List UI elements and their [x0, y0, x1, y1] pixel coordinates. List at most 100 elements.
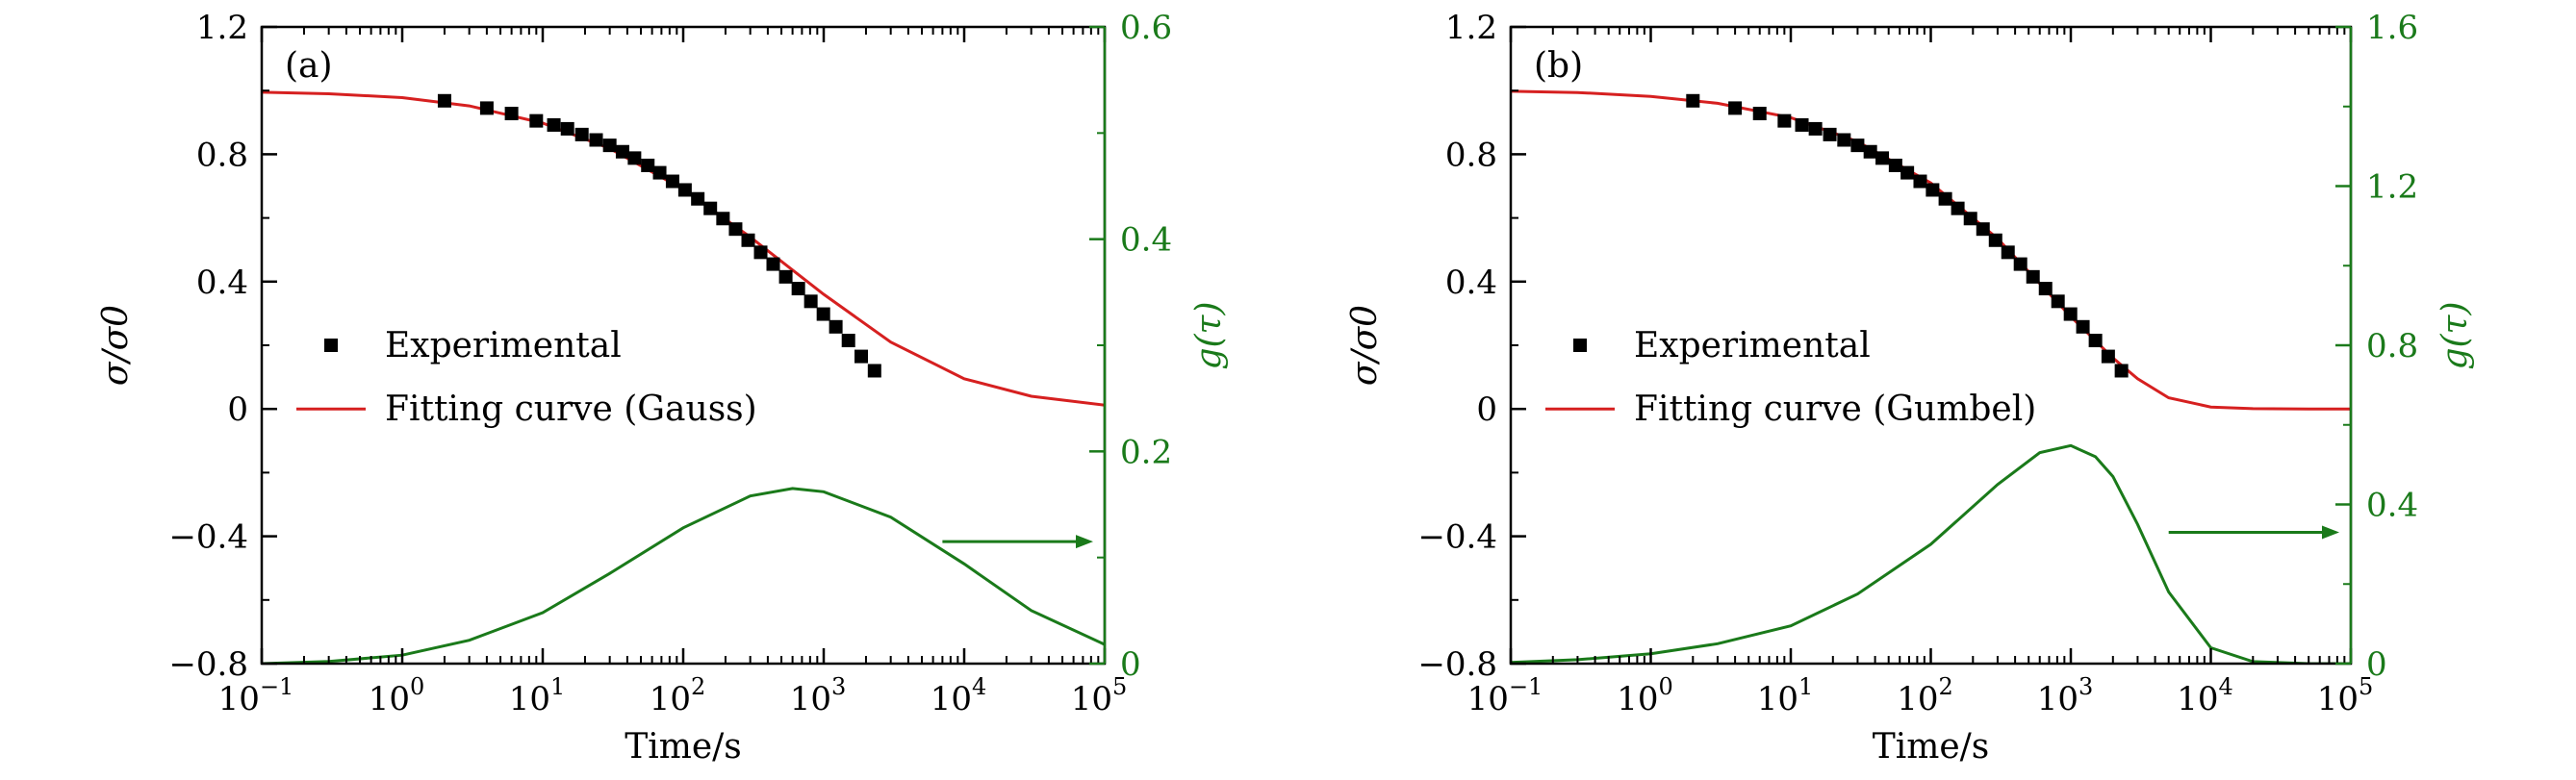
experimental-point [1951, 201, 1965, 215]
experimental-point [1777, 113, 1792, 128]
x-tick-label: 10−1 [218, 673, 294, 718]
experimental-point [1728, 101, 1743, 115]
y-axis-label: σ/σ0 [1345, 305, 1385, 386]
x-axis-label: Time/s [625, 727, 742, 767]
x-tick-label: 102 [1897, 673, 1953, 718]
x-axis-label: Time/s [1873, 727, 1990, 767]
experimental-point [691, 191, 705, 206]
experimental-point [1913, 174, 1927, 189]
experimental-point [2026, 269, 2040, 284]
experimental-point [547, 117, 561, 132]
x-tick-label: 104 [2177, 673, 2233, 718]
experimental-point [1926, 183, 1940, 197]
y-tick-label: −0.8 [1417, 645, 1497, 684]
experimental-point [803, 294, 818, 309]
experimental-point [1795, 117, 1809, 132]
y-tick-label: 0 [227, 390, 248, 429]
experimental-point [589, 133, 603, 147]
legend-label-fitting: Fitting curve (Gumbel) [1634, 390, 2036, 429]
experimental-point [741, 233, 755, 247]
experimental-point [2076, 319, 2090, 334]
experimental-point [437, 93, 451, 108]
experimental-point [867, 364, 881, 378]
experimental-point [703, 201, 718, 215]
y-tick-label: 0.8 [1445, 136, 1497, 174]
y-tick-label: −0.8 [168, 645, 248, 684]
y-tick-label: 0.4 [1445, 264, 1497, 302]
experimental-point [479, 101, 494, 115]
y-right-tick-label: 0 [2366, 645, 2387, 684]
y-tick-label: −0.4 [1417, 518, 1497, 557]
experimental-point [716, 212, 730, 226]
x-tick-label: 100 [369, 673, 425, 718]
y-axis-label: σ/σ0 [96, 305, 136, 386]
experimental-point [504, 107, 519, 121]
experimental-point [1837, 133, 1851, 147]
experimental-point [854, 349, 869, 364]
y-right-tick-label: 0.8 [2366, 327, 2418, 365]
experimental-point [1686, 93, 1700, 108]
experimental-point [1976, 222, 1990, 237]
experimental-point [778, 269, 793, 284]
arrow-head [1076, 535, 1093, 549]
experimental-point [2088, 334, 2103, 348]
experimental-point [728, 222, 743, 237]
experimental-point [2051, 294, 2065, 309]
experimental-point [1850, 138, 1865, 153]
x-tick-label: 101 [1757, 673, 1814, 718]
y-right-axis-label: g(τ) [1189, 301, 1229, 369]
arrow-head [2322, 525, 2339, 540]
y-tick-label: 1.2 [196, 9, 248, 47]
x-tick-label: 103 [790, 673, 847, 718]
x-tick-label: 10−1 [1467, 673, 1543, 718]
g-tau-curve [1511, 443, 2351, 664]
chart-panel-a: 10−1 100 101 102 103 104 105 −0.8 −0.4 0 0.4 0.8 1.2… [96, 9, 1229, 767]
y-right-axis-label: g(τ) [2436, 301, 2475, 369]
experimental-point [2063, 307, 2078, 321]
y-right-tick-label: 0.6 [1120, 9, 1172, 47]
experimental-point [677, 183, 692, 197]
y-tick-label: −0.4 [168, 518, 248, 557]
experimental-point [652, 165, 667, 180]
experimental-point [627, 151, 642, 165]
experimental-point [1938, 191, 1952, 206]
g-tau-curve [262, 487, 1105, 664]
panel-label: (b) [1534, 46, 1583, 86]
legend-label-experimental: Experimental [1634, 326, 1871, 365]
y-right-tick-label: 1.2 [2366, 168, 2418, 207]
experimental-point [602, 138, 617, 153]
experimental-point [1963, 212, 1977, 226]
experimental-point [1988, 233, 2002, 247]
experimental-point [2101, 349, 2115, 364]
experimental-point [529, 113, 544, 128]
experimental-point [1875, 151, 1890, 165]
x-tick-label: 105 [2317, 673, 2374, 718]
x-tick-label: 103 [2037, 673, 2094, 718]
experimental-point [753, 245, 768, 260]
experimental-point [1808, 121, 1823, 136]
legend-marker-experimental [1573, 339, 1587, 352]
experimental-point [574, 127, 589, 141]
x-tick-label: 104 [931, 673, 987, 718]
panel-label: (a) [285, 46, 333, 86]
x-tick-label: 105 [1071, 673, 1128, 718]
legend-label-fitting: Fitting curve (Gauss) [385, 390, 757, 429]
y-tick-label: 1.2 [1445, 9, 1497, 47]
y-right-tick-label: 0.2 [1120, 433, 1172, 471]
experimental-point [816, 307, 830, 321]
experimental-point [2001, 245, 2015, 260]
y-right-tick-label: 1.6 [2366, 9, 2418, 47]
y-tick-label: 0.4 [196, 264, 248, 302]
experimental-point [641, 158, 655, 172]
experimental-point [2038, 282, 2053, 296]
y-right-tick-label: 0.4 [2366, 487, 2418, 525]
experimental-point [615, 144, 629, 159]
experimental-point [2114, 364, 2129, 378]
y-right-tick-label: 0.4 [1120, 221, 1172, 260]
y-tick-label: 0.8 [196, 136, 248, 174]
experimental-point [2013, 257, 2028, 271]
experimental-point [1888, 158, 1902, 172]
x-tick-label: 101 [509, 673, 566, 718]
experimental-point [766, 257, 780, 271]
experimental-point [841, 334, 855, 348]
